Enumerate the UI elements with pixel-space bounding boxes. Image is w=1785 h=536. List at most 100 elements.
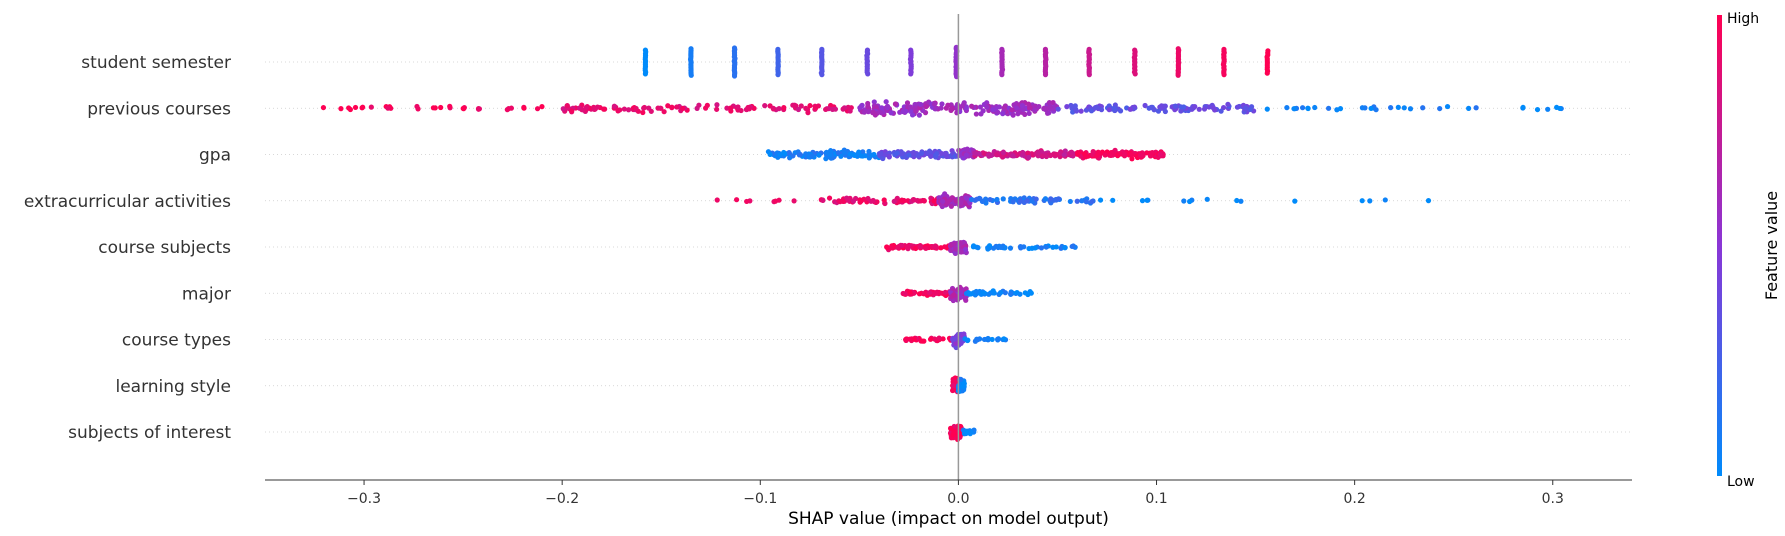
data-point <box>1142 102 1148 109</box>
data-point <box>884 244 890 250</box>
data-point <box>963 152 970 158</box>
data-point <box>813 105 819 111</box>
data-point <box>1139 198 1146 204</box>
data-point <box>724 105 730 111</box>
data-point <box>918 101 924 108</box>
data-point <box>985 246 991 252</box>
data-point <box>947 425 954 431</box>
data-point <box>461 106 467 112</box>
data-point <box>820 197 826 204</box>
data-point <box>895 244 901 251</box>
data-point <box>976 150 982 157</box>
data-point <box>907 336 913 342</box>
data-point <box>1043 153 1050 160</box>
data-point <box>1382 197 1388 203</box>
data-point <box>878 110 884 116</box>
data-point <box>1032 245 1038 251</box>
data-point <box>1078 108 1084 114</box>
data-point <box>823 106 829 113</box>
data-point <box>922 290 928 296</box>
data-point <box>933 152 939 158</box>
data-point <box>886 153 892 160</box>
data-point <box>1368 105 1374 112</box>
data-point <box>1083 199 1090 205</box>
data-point <box>1015 152 1021 158</box>
colorbar: High Low Feature value <box>1717 11 1781 490</box>
data-point <box>911 336 918 342</box>
data-point <box>950 432 956 438</box>
data-point <box>1000 196 1006 202</box>
data-point <box>1068 149 1075 155</box>
data-point <box>1312 104 1318 111</box>
feature-label: learning style <box>115 377 231 397</box>
data-point <box>927 336 934 342</box>
data-point <box>953 344 959 351</box>
data-point <box>991 245 997 251</box>
data-point <box>1000 150 1006 156</box>
x-axis: −0.3 −0.2 −0.1 0.0 0.1 0.2 0.3 <box>265 479 1632 507</box>
data-point <box>534 106 541 112</box>
data-point <box>1072 103 1078 109</box>
data-point <box>1025 150 1031 156</box>
data-point <box>1098 107 1105 113</box>
data-point <box>999 154 1006 160</box>
data-point <box>963 297 969 303</box>
data-point <box>1008 291 1014 297</box>
data-point <box>580 107 586 113</box>
data-point <box>973 288 979 295</box>
data-point <box>504 107 510 113</box>
data-point <box>1395 104 1401 110</box>
data-point <box>939 101 945 107</box>
data-point <box>1079 198 1085 204</box>
data-point <box>661 109 667 115</box>
feature-label: student semester <box>81 53 231 73</box>
data-point <box>786 150 792 156</box>
data-point <box>945 102 951 108</box>
data-point <box>861 109 867 115</box>
data-point <box>888 245 894 251</box>
data-point <box>368 104 374 110</box>
x-tick-label: −0.3 <box>347 491 381 507</box>
data-point <box>641 104 648 111</box>
data-point <box>735 104 741 110</box>
data-point <box>1137 152 1144 158</box>
data-point <box>1401 105 1407 111</box>
data-point <box>447 103 453 109</box>
data-point <box>908 71 914 77</box>
data-point <box>1001 336 1007 342</box>
data-point <box>819 72 825 78</box>
data-point <box>912 101 918 108</box>
data-point <box>1407 106 1414 112</box>
data-point <box>899 150 905 157</box>
data-point <box>807 103 813 109</box>
data-point <box>1062 245 1068 251</box>
data-point <box>1221 72 1227 78</box>
data-point <box>1010 199 1016 205</box>
data-point <box>1038 245 1045 251</box>
data-point <box>927 290 933 296</box>
data-point <box>968 429 974 435</box>
data-point <box>980 108 986 114</box>
data-point <box>1162 108 1168 115</box>
data-point <box>476 106 483 112</box>
data-point <box>969 196 975 203</box>
data-point <box>1026 245 1032 252</box>
data-point <box>968 103 975 109</box>
data-point <box>1292 198 1298 204</box>
data-point <box>1175 72 1181 78</box>
data-point <box>1007 245 1014 251</box>
data-point <box>1019 102 1025 109</box>
data-point <box>1048 196 1054 202</box>
data-point <box>1291 106 1297 112</box>
data-point <box>990 290 996 296</box>
data-point <box>994 152 1000 158</box>
data-point <box>1035 149 1041 156</box>
data-point <box>1238 198 1244 204</box>
colorbar-high-label: High <box>1727 11 1759 27</box>
data-point <box>1148 104 1154 110</box>
data-point <box>937 290 943 296</box>
data-point <box>346 105 352 111</box>
data-point <box>1102 152 1108 158</box>
data-point <box>1264 106 1270 112</box>
